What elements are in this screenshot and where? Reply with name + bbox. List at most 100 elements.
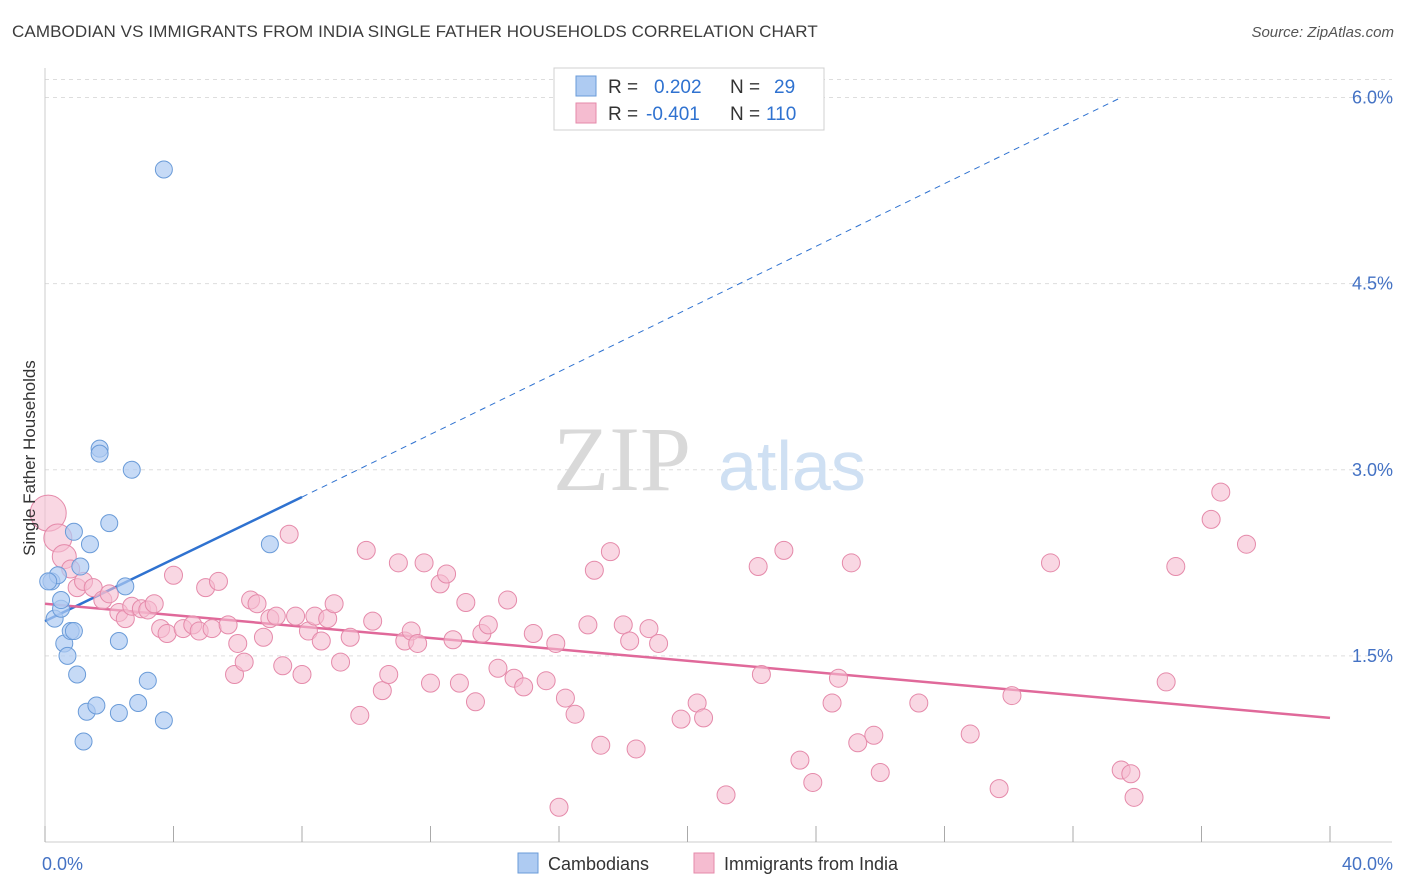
- legend-n-value-2: 110: [766, 104, 796, 125]
- point-india-74: [584, 560, 604, 580]
- data-points: [29, 160, 1256, 817]
- trend-line-india: [44, 602, 1331, 720]
- tick-labels: 1.5% 3.0% 4.5% 6.0% 0.0% 40.0%: [42, 88, 1393, 875]
- point-india-69: [546, 633, 566, 653]
- point-india-24: [218, 615, 238, 635]
- point-india-39: [311, 631, 331, 651]
- point-india-68: [536, 671, 556, 691]
- point-india-109: [1236, 534, 1256, 554]
- point-india-66: [514, 677, 534, 697]
- trend-line-cambodians: [44, 495, 303, 623]
- y-tick-label-0: 1.5%: [1352, 646, 1393, 666]
- point-india-67: [523, 624, 543, 644]
- point-india-97: [909, 693, 929, 713]
- y-tick-label-1: 3.0%: [1352, 460, 1393, 480]
- point-cambodians-8: [64, 622, 83, 641]
- point-india-23: [208, 571, 228, 591]
- legend-r-label-2: R =: [608, 104, 638, 125]
- point-india-73: [578, 615, 598, 635]
- point-india-90: [803, 772, 823, 792]
- point-india-63: [488, 658, 508, 678]
- point-india-57: [443, 630, 463, 650]
- point-india-96: [870, 763, 890, 783]
- trend-line-cambodians-extension: [301, 97, 1122, 498]
- legend-swatch-india: [575, 102, 597, 124]
- bottom-legend-swatch-cambodians: [517, 852, 539, 874]
- legend-n-value-1: 29: [774, 77, 795, 98]
- point-india-80: [639, 619, 659, 639]
- point-india-8: [99, 584, 119, 604]
- point-india-106: [1166, 557, 1186, 577]
- point-india-101: [1041, 553, 1061, 573]
- point-india-86: [748, 557, 768, 577]
- point-india-70: [549, 797, 569, 817]
- point-india-48: [379, 664, 399, 684]
- point-india-78: [620, 631, 640, 651]
- watermark: ZIP atlas: [553, 408, 866, 510]
- point-india-35: [286, 606, 306, 626]
- point-india-105: [1156, 672, 1176, 692]
- point-india-85: [716, 785, 736, 805]
- point-india-87: [751, 664, 771, 684]
- point-cambodians-17: [90, 444, 109, 463]
- point-cambodians-21: [116, 577, 135, 596]
- point-india-56: [437, 564, 457, 584]
- point-india-44: [350, 705, 370, 725]
- point-cambodians-20: [109, 703, 128, 722]
- point-india-71: [555, 688, 575, 708]
- bottom-legend: Cambodians Immigrants from India: [517, 852, 899, 874]
- bottom-legend-swatch-india: [693, 852, 715, 874]
- source-label: Source: ZipAtlas.com: [1251, 24, 1394, 41]
- point-india-81: [649, 633, 669, 653]
- point-cambodians-10: [71, 557, 90, 576]
- y-axis-label: Single Father Households: [20, 360, 39, 556]
- watermark-zip: ZIP: [553, 408, 691, 510]
- point-india-49: [388, 553, 408, 573]
- point-india-36: [292, 664, 312, 684]
- top-legend: R = 0.202 N = 29 R = -0.401 N = 110: [553, 67, 825, 131]
- point-india-99: [989, 779, 1009, 799]
- x-tick-label-0: 0.0%: [42, 854, 83, 874]
- point-india-46: [363, 611, 383, 631]
- point-india-88: [774, 540, 794, 560]
- legend-r-label-1: R =: [608, 77, 638, 98]
- point-india-29: [247, 594, 267, 614]
- y-tick-label-2: 4.5%: [1352, 274, 1393, 294]
- legend-r-value-1: 0.202: [654, 77, 702, 98]
- x-tick-label-1: 40.0%: [1342, 854, 1393, 874]
- chart-title: CAMBODIAN VS IMMIGRANTS FROM INDIA SINGL…: [12, 22, 818, 41]
- point-india-41: [324, 594, 344, 614]
- point-india-104: [1124, 787, 1144, 807]
- point-india-94: [848, 733, 868, 753]
- trend-lines: [44, 97, 1331, 720]
- point-india-45: [356, 540, 376, 560]
- point-cambodians-23: [129, 694, 148, 713]
- point-india-34: [279, 524, 299, 544]
- legend-n-label-2: N =: [730, 104, 760, 125]
- point-india-75: [591, 735, 611, 755]
- point-cambodians-19: [109, 631, 128, 650]
- point-india-92: [828, 668, 848, 688]
- point-india-53: [414, 553, 434, 573]
- point-india-30: [253, 627, 273, 647]
- point-cambodians-12: [74, 732, 93, 751]
- point-india-76: [600, 542, 620, 562]
- point-cambodians-4: [52, 591, 71, 610]
- bottom-legend-label-cambodians: Cambodians: [548, 854, 649, 874]
- point-india-103: [1121, 764, 1141, 784]
- watermark-atlas: atlas: [718, 427, 866, 505]
- point-india-22: [202, 619, 222, 639]
- point-cambodians-9: [64, 522, 83, 541]
- point-india-64: [498, 590, 518, 610]
- point-cambodians-22: [122, 460, 141, 479]
- point-india-98: [960, 724, 980, 744]
- point-cambodians-28: [39, 572, 58, 591]
- point-india-16: [157, 624, 177, 644]
- point-india-14: [144, 594, 164, 614]
- point-cambodians-18: [100, 514, 119, 533]
- point-india-62: [478, 615, 498, 635]
- point-india-108: [1211, 482, 1231, 502]
- point-india-100: [1002, 686, 1022, 706]
- point-india-33: [273, 656, 293, 676]
- point-india-93: [841, 553, 861, 573]
